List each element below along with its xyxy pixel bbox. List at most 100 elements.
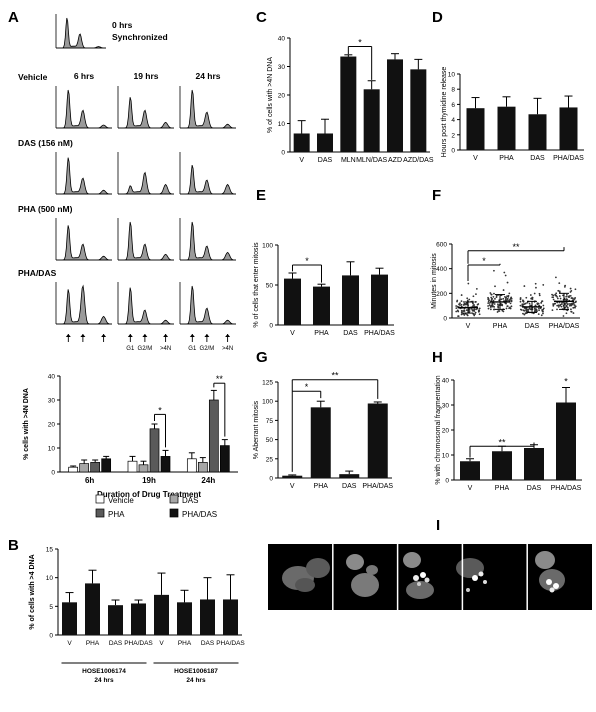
panel-letter-d: D [432,9,443,26]
data-point [565,295,568,298]
x-axis-label: Duration of Drug Treatment [97,490,201,499]
y-tick-label: 6 [451,102,455,109]
chart-c: 0 10 20 30 40 V DAS MLN MLN/DAS AZD AZD/DAS % of ce… [267,36,434,165]
data-point [527,308,530,311]
data-point [520,309,523,311]
data-point [541,300,544,302]
y-tick-label: 0 [51,470,55,477]
data-point [489,308,492,311]
cell-blob [403,552,421,568]
histogram-curve [118,171,174,195]
y-tick-label: 10 [448,72,456,79]
data-point [569,287,572,290]
data-point [460,311,463,314]
flow-histogram [55,282,112,325]
data-point [492,305,494,308]
data-point [519,297,522,300]
flow-histogram [55,86,112,129]
data-point [495,296,498,298]
data-point [505,307,508,310]
bar [367,403,388,478]
arrow-icon [101,334,107,337]
data-point [493,269,495,272]
data-point [490,296,493,299]
y-axis-label: % of cells with >4N DNA [267,57,274,133]
data-point [456,309,459,312]
data-point [524,302,527,305]
x-tick-label: 19h [142,476,156,485]
bar [492,451,512,480]
flow-histogram [55,152,112,195]
cell-blob [420,572,426,578]
y-tick-label: 40 [442,378,450,385]
data-point [572,298,575,301]
cell-blob [549,587,555,593]
y-tick-label: 15 [46,547,54,554]
x-tick-label: 24h [201,476,215,485]
data-point [531,296,534,299]
data-point [525,312,528,314]
data-point [473,314,476,317]
arrow-icon [163,334,169,337]
data-point [519,300,522,303]
bar [160,456,171,473]
data-point [569,294,572,297]
data-point [497,305,499,308]
histogram-curve [180,285,236,325]
data-point [566,303,569,306]
bar [387,59,403,152]
x-tick-label: AZD [388,157,402,164]
sig-star: * [158,405,162,415]
data-point [488,304,491,306]
y-tick-label: 25 [266,456,274,463]
sig-star: * [305,382,309,392]
y-tick-label: 50 [266,283,274,290]
y-axis-label: % of cells with >4 DNA [29,554,36,629]
row-label: DAS (156 nM) [18,138,73,148]
data-point [525,309,527,312]
cell-blob [472,575,478,581]
data-point [466,314,469,317]
x-tick-label: DAS [525,323,540,330]
bar [108,605,123,635]
group-label: 24 hrs [186,677,206,684]
data-point [538,307,540,310]
data-point [506,305,509,308]
data-point [456,300,458,303]
data-point [537,313,540,316]
sig-star: ** [331,371,339,381]
histogram-curve [56,17,106,49]
arrow-icon [65,334,71,337]
x-tick-label: DAS [318,157,333,164]
bar [556,402,576,480]
data-point [572,306,575,309]
flow-histogram [55,218,112,261]
data-point [574,296,577,299]
cell-blob [424,577,430,583]
cell-blob [413,575,419,581]
data-point [478,307,481,310]
bar [149,428,160,473]
histogram-synchronized [55,14,106,49]
bar [127,460,138,473]
flow-histogram [117,86,174,129]
data-point [538,309,540,312]
data-point [559,304,561,307]
data-point [536,302,539,305]
x-tick-label: DAS [343,330,358,337]
y-tick-label: 30 [48,398,56,405]
bar [85,583,100,635]
x-tick-label: V [466,323,471,330]
time-label: 19 hrs [133,71,158,81]
y-tick-label: 0 [269,476,273,483]
data-point [568,303,571,305]
data-point [460,300,463,303]
time-label: 6 hrs [74,71,95,81]
cell-blob [406,581,434,599]
y-tick-label: 20 [278,93,286,100]
data-point [492,299,495,302]
data-point [492,296,495,298]
data-point [555,294,558,297]
data-point [502,297,505,300]
